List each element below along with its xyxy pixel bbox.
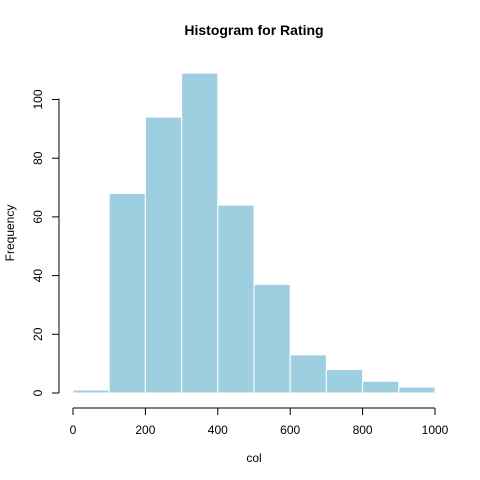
histogram-bar-7 <box>325 369 364 394</box>
y-tick-label-0: 0 <box>31 389 45 396</box>
x-axis-label: col <box>246 451 261 465</box>
y-tick-label-3: 60 <box>31 210 45 224</box>
histogram-bar-0 <box>72 389 110 394</box>
histogram-bar-3 <box>181 72 219 394</box>
x-tick-label-4: 800 <box>353 423 373 437</box>
x-tick-label-0: 0 <box>70 423 77 437</box>
histogram-bar-8 <box>362 380 400 394</box>
histogram-bar-6 <box>289 354 327 394</box>
y-tick-label-1: 20 <box>31 327 45 341</box>
histogram-bar-1 <box>108 192 146 394</box>
histogram-bar-9 <box>398 386 436 394</box>
chart-title: Histogram for Rating <box>184 22 323 38</box>
histogram-bar-2 <box>144 116 183 394</box>
y-tick-label-5: 100 <box>31 89 45 109</box>
y-axis-label: Frequency <box>3 205 17 262</box>
y-tick-label-2: 40 <box>31 269 45 283</box>
histogram-bars <box>72 72 436 394</box>
x-tick-label-2: 400 <box>208 423 228 437</box>
x-axis: 0 200 400 600 800 1000 <box>70 407 449 437</box>
x-tick-label-5: 1000 <box>422 423 449 437</box>
y-tick-label-4: 80 <box>31 151 45 165</box>
x-tick-label-3: 600 <box>280 423 300 437</box>
histogram-bar-5 <box>253 283 291 394</box>
histogram-bar-4 <box>217 204 255 394</box>
y-axis: 0 20 40 60 80 100 <box>31 89 60 396</box>
x-tick-label-1: 200 <box>135 423 155 437</box>
